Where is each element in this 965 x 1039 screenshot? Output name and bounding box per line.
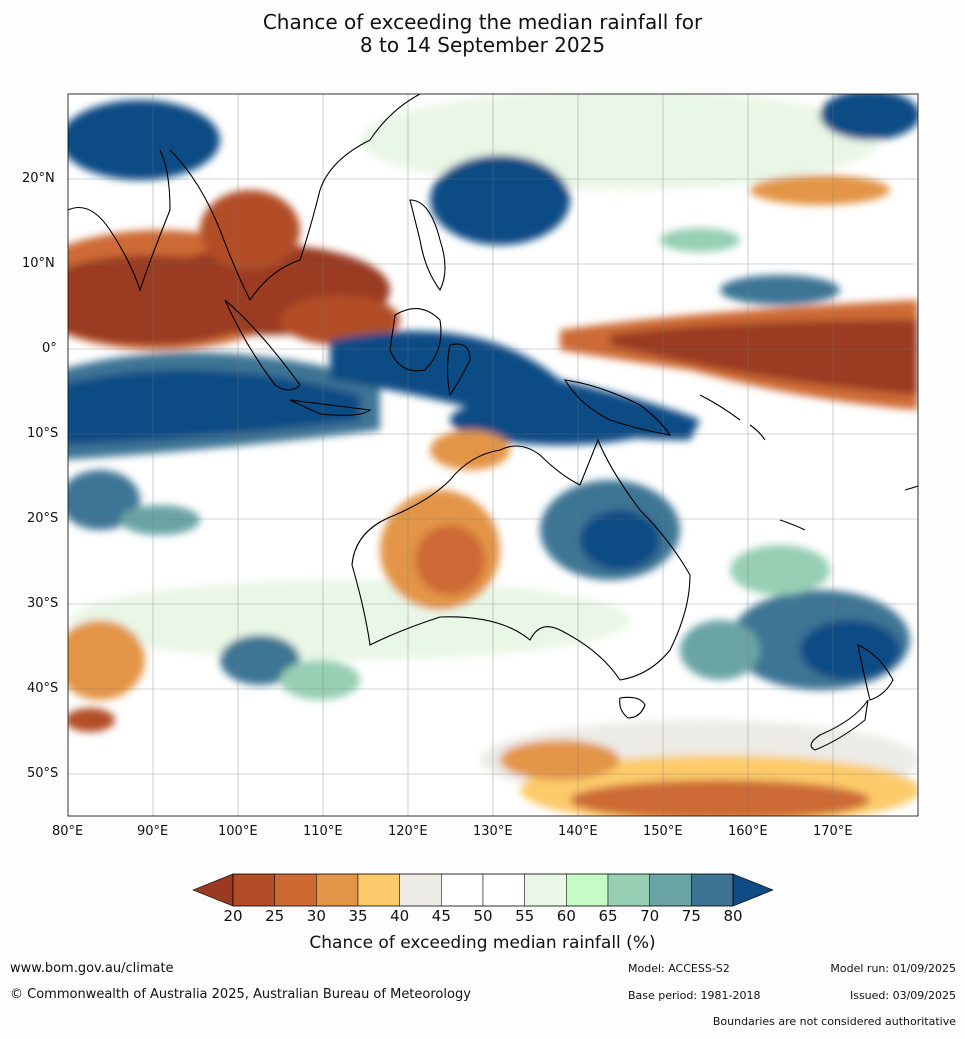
lat-tick-30s: 30°S xyxy=(27,596,59,611)
model-run-text: Model run: 01/09/2025 xyxy=(830,962,956,975)
lat-tick-20s: 20°S xyxy=(27,511,59,526)
map-plot-area xyxy=(68,94,918,816)
base-period-text: Base period: 1981-2018 xyxy=(628,989,761,1002)
lon-tick-80e: 80°E xyxy=(52,824,84,839)
lon-tick-100e: 100°E xyxy=(218,824,258,839)
new-guinea-coastline xyxy=(563,379,672,436)
australia-coastline xyxy=(351,438,691,681)
colorbar-box xyxy=(649,873,692,907)
borneo-coastline xyxy=(389,308,442,372)
india-coastline xyxy=(68,149,171,292)
colorbar-min-arrow xyxy=(192,873,234,907)
philippines-coastline xyxy=(409,199,446,292)
colorbar-box xyxy=(357,873,400,907)
new-zealand-south-coastline xyxy=(810,699,869,751)
colorbar-tick-label: 60 xyxy=(556,907,576,925)
colorbar-tick-label: 50 xyxy=(473,907,493,925)
lat-tick-40s: 40°S xyxy=(27,681,59,696)
sulawesi-coastline xyxy=(446,343,471,397)
lat-tick-20n: 20°N xyxy=(22,171,55,186)
colorbar-box xyxy=(232,873,275,907)
new-zealand-north-coastline xyxy=(857,644,894,701)
colorbar-box xyxy=(399,873,442,907)
issued-text: Issued: 03/09/2025 xyxy=(849,989,956,1002)
indochina-coastline xyxy=(169,94,421,302)
lon-tick-110e: 110°E xyxy=(303,824,343,839)
colorbar-segments xyxy=(232,873,734,907)
rainfall-fields xyxy=(68,94,918,816)
graticule xyxy=(68,94,918,816)
lon-tick-120e: 120°E xyxy=(388,824,428,839)
coastlines xyxy=(68,94,918,751)
lon-tick-130e: 130°E xyxy=(473,824,513,839)
colorbar-tick-label: 40 xyxy=(390,907,410,925)
copyright-text: © Commonwealth of Australia 2025, Austra… xyxy=(10,987,471,1002)
map-title-line2: 8 to 14 September 2025 xyxy=(359,33,606,57)
colorbar-tick-label: 35 xyxy=(348,907,368,925)
colorbar-box xyxy=(691,873,734,907)
lat-tick-10s: 10°S xyxy=(27,426,59,441)
model-text: Model: ACCESS-S2 xyxy=(628,962,730,975)
colorbar-box xyxy=(482,873,525,907)
colorbar-tick-label: 80 xyxy=(723,907,743,925)
colorbar-tick-label: 25 xyxy=(265,907,285,925)
colorbar-tick-label: 30 xyxy=(306,907,326,925)
colorbar-box xyxy=(607,873,650,907)
lon-tick-140e: 140°E xyxy=(558,824,598,839)
tasmania-coastline xyxy=(619,696,646,719)
colorbar-box xyxy=(524,873,567,907)
colorbar-box xyxy=(441,873,484,907)
lon-tick-170e: 170°E xyxy=(813,824,853,839)
disclaimer-text: Boundaries are not considered authoritat… xyxy=(712,1015,956,1028)
lon-tick-150e: 150°E xyxy=(643,824,683,839)
lat-tick-0: 0° xyxy=(42,341,57,356)
colorbar-tick-label: 20 xyxy=(223,907,243,925)
lat-tick-50s: 50°S xyxy=(27,766,59,781)
pacific-islands-coastline xyxy=(699,394,918,531)
colorbar-tick-label: 65 xyxy=(598,907,618,925)
map-title-line1: Chance of exceeding the median rainfall … xyxy=(262,10,703,34)
colorbar-box xyxy=(274,873,317,907)
colorbar-box xyxy=(316,873,359,907)
colorbar-max-arrow xyxy=(732,873,774,907)
colorbar-tick-label: 70 xyxy=(640,907,660,925)
java-coastline xyxy=(289,399,372,416)
map-frame xyxy=(67,93,919,817)
colorbar-title: Chance of exceeding median rainfall (%) xyxy=(309,933,656,953)
lon-tick-90e: 90°E xyxy=(137,824,169,839)
colorbar xyxy=(192,873,774,907)
lon-tick-160e: 160°E xyxy=(728,824,768,839)
colorbar-tick-label: 75 xyxy=(681,907,701,925)
sumatra-coastline xyxy=(224,299,301,391)
website-link[interactable]: www.bom.gov.au/climate xyxy=(10,961,174,976)
lat-tick-10n: 10°N xyxy=(22,256,55,271)
colorbar-tick-label: 45 xyxy=(431,907,451,925)
colorbar-tick-label: 55 xyxy=(515,907,535,925)
colorbar-box xyxy=(566,873,609,907)
